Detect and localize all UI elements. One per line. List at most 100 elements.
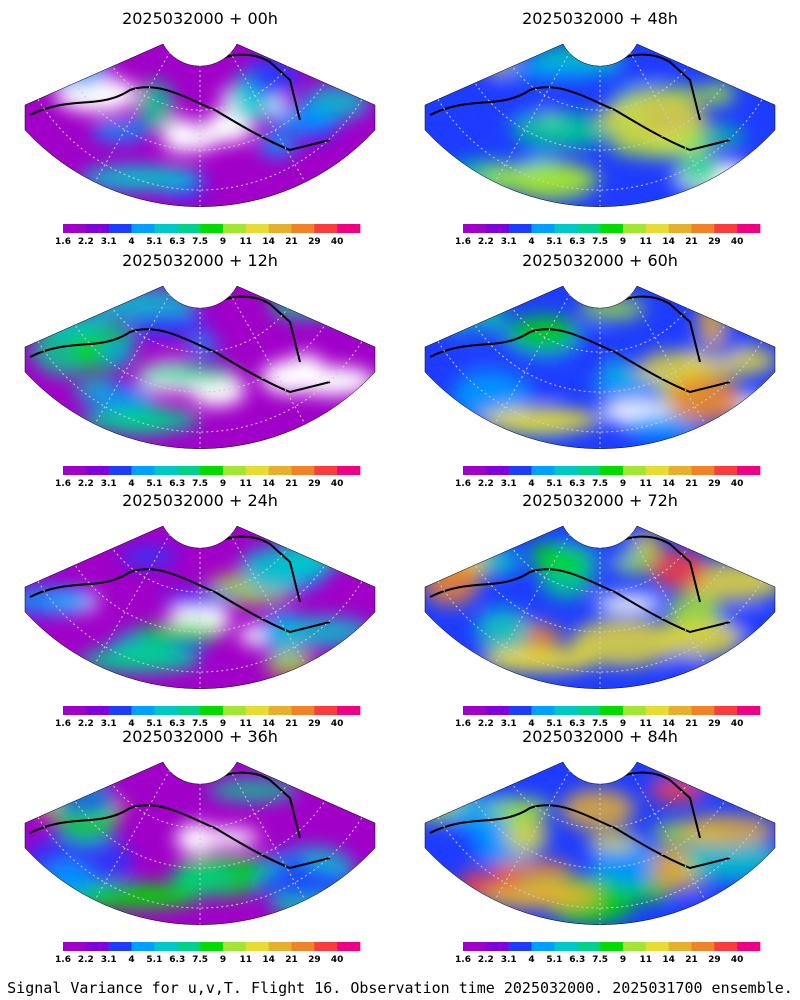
colorbar-swatch (463, 706, 487, 715)
colorbar-swatch (600, 224, 624, 233)
colorbar-swatch (645, 466, 669, 475)
colorbar-label: 6.3 (569, 955, 585, 965)
colorbar-swatch (314, 942, 338, 951)
colorbar-label: 6.3 (569, 719, 585, 729)
colorbar-label: 40 (331, 479, 344, 489)
colorbar-swatch (131, 942, 155, 951)
colorbar-swatch (737, 706, 761, 715)
colorbar-label: 11 (640, 479, 653, 489)
panel-title: 2025032000 + 60h (522, 251, 678, 270)
map-panel: 2025032000 + 00h 1.6 2.2 3.1 4 5.1 6.3 7.5 9 11 14… (24, 9, 376, 247)
variance-contour (268, 105, 335, 132)
colorbar-swatch (554, 942, 578, 951)
colorbar-swatch (337, 942, 361, 951)
colorbar-swatch (268, 466, 292, 475)
colorbar-swatch (200, 466, 224, 475)
colorbar-swatch (668, 466, 692, 475)
colorbar-label: 40 (331, 955, 344, 965)
colorbar-label: 5.1 (146, 955, 162, 965)
below-threshold-region (175, 823, 217, 854)
colorbar-label: 11 (640, 955, 653, 965)
variance-contour (506, 315, 579, 352)
colorbar-swatch (108, 224, 132, 233)
colorbar-label: 2.2 (478, 237, 494, 247)
variance-contour (100, 342, 134, 363)
variance-contour (91, 120, 148, 142)
colorbar-label: 5.1 (146, 479, 162, 489)
colorbar-swatch (668, 942, 692, 951)
colorbar-swatch (222, 224, 247, 233)
variance-contour (80, 408, 200, 432)
variance-contour (675, 840, 775, 882)
colorbar-swatch (85, 942, 109, 951)
colorbar-swatch (622, 706, 647, 715)
variance-contour (480, 166, 600, 190)
colorbar-label: 6.3 (169, 955, 185, 965)
colorbar-swatch (691, 466, 715, 475)
colorbar-label: 21 (285, 955, 298, 965)
colorbar-swatch (485, 706, 509, 715)
colorbar-swatch (154, 706, 178, 715)
below-threshold-region (261, 360, 320, 395)
colorbar-swatch (554, 706, 578, 715)
variance-contour (80, 648, 200, 672)
colorbar-swatch (200, 706, 224, 715)
colorbar-label: 1.6 (455, 479, 471, 489)
colorbar-swatch (314, 466, 338, 475)
colorbar-label: 40 (331, 719, 344, 729)
colorbar-label: 40 (731, 955, 744, 965)
colorbar-swatch (737, 466, 761, 475)
map-border (424, 761, 776, 925)
colorbar-label: 5.1 (546, 479, 562, 489)
colorbar-swatch (245, 706, 269, 715)
colorbar-label: 1.6 (455, 237, 471, 247)
colorbar: 1.6 2.2 3.1 4 5.1 6.3 7.5 9 11 14 21 29 40 (55, 942, 361, 965)
colorbar-label: 29 (308, 955, 321, 965)
colorbar-label: 21 (685, 955, 698, 965)
colorbar-label: 7.5 (592, 479, 608, 489)
panel-title: 2025032000 + 00h (122, 9, 278, 28)
map-border (424, 525, 776, 689)
colorbar-swatch (108, 466, 132, 475)
colorbar-swatch (600, 466, 624, 475)
map-panel: 2025032000 + 48h 1.6 2.2 3.1 4 5.1 6.3 7.5 9 11 14… (424, 9, 776, 247)
variance-contour (561, 789, 635, 830)
colorbar-swatch (291, 224, 315, 233)
panel-title: 2025032000 + 72h (522, 491, 678, 510)
colorbar-swatch (154, 466, 178, 475)
colorbar-label: 6.3 (569, 237, 585, 247)
panel-title: 2025032000 + 36h (122, 727, 278, 746)
colorbar-label: 1.6 (55, 719, 71, 729)
variance-contour (525, 362, 561, 402)
variance-contour (426, 541, 483, 576)
colorbar-label: 11 (240, 237, 253, 247)
variance-contour (125, 313, 208, 339)
colorbar-label: 3.1 (501, 237, 517, 247)
colorbar-swatch (337, 224, 361, 233)
colorbar-label: 9 (620, 955, 626, 965)
variance-contour (279, 853, 311, 877)
colorbar-swatch (131, 224, 155, 233)
variance-contour (507, 60, 609, 80)
variance-contour (175, 863, 234, 891)
colorbar-label: 7.5 (192, 479, 208, 489)
colorbar-label: 14 (262, 237, 275, 247)
colorbar: 1.6 2.2 3.1 4 5.1 6.3 7.5 9 11 14 21 29 40 (455, 706, 761, 729)
colorbar-label: 1.6 (55, 237, 71, 247)
colorbar-swatch (85, 466, 109, 475)
map-border (24, 285, 376, 449)
colorbar-label: 9 (620, 237, 626, 247)
variance-contour (649, 548, 707, 590)
colorbar-swatch (531, 942, 555, 951)
below-threshold-region (197, 828, 260, 847)
colorbar-swatch (177, 706, 201, 715)
colorbar-swatch (154, 224, 178, 233)
colorbar-swatch (245, 224, 269, 233)
colorbar-label: 14 (662, 955, 675, 965)
colorbar-label: 6.3 (169, 719, 185, 729)
variance-contour (265, 649, 314, 677)
colorbar-swatch (177, 942, 201, 951)
colorbar-label: 9 (220, 479, 226, 489)
colorbar-swatch (314, 706, 338, 715)
